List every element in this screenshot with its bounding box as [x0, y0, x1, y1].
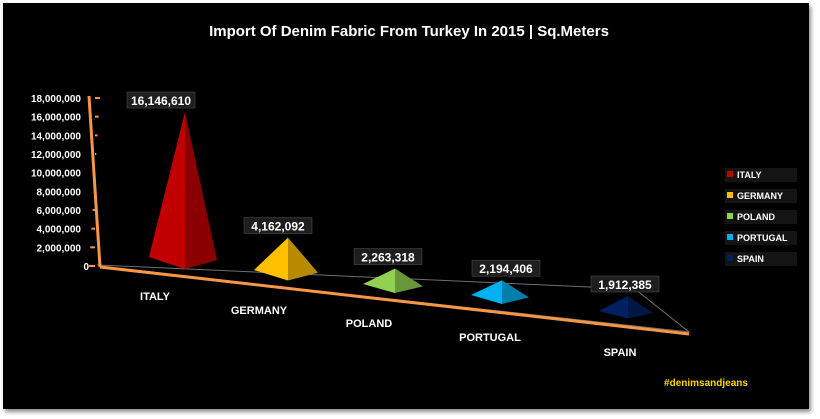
legend-entry-italy: ITALY	[725, 168, 797, 182]
legend-label: SPAIN	[737, 254, 764, 264]
legend-entry-poland: POLAND	[725, 210, 797, 224]
pyramid-italy	[149, 112, 217, 269]
legend-entry-portugal: PORTUGAL	[725, 231, 797, 245]
y-tick-label: 0	[83, 262, 89, 273]
pyramid-spain	[599, 296, 653, 319]
data-label-box	[126, 91, 196, 109]
x-category-label: SPAIN	[604, 347, 637, 359]
y-tick-label: 16,000,000	[31, 113, 81, 124]
chart-title: Import Of Denim Fabric From Turkey In 20…	[209, 23, 609, 40]
data-label-spain: 1,912,385	[590, 275, 660, 293]
legend-entry-bg	[725, 252, 797, 266]
y-tick-label: 6,000,000	[37, 206, 82, 217]
pyramid-face-right	[185, 112, 217, 269]
x-axis-line	[99, 265, 690, 336]
y-tick-label: 10,000,000	[31, 169, 81, 180]
y-axis-ticks: 02,000,000 4,000,000 6,000,000 8,000,000 10,…	[31, 94, 100, 273]
pyramid-face-right	[288, 237, 318, 281]
data-label-box	[590, 275, 660, 293]
legend-entry-bg	[725, 210, 797, 224]
watermark-hashtag: #denimsandjeans	[664, 378, 748, 389]
data-label-box	[243, 217, 313, 234]
data-label-italy: 16,146,610	[126, 91, 196, 109]
pyramid-portugal	[471, 280, 529, 304]
pyramid-face-left	[471, 280, 502, 304]
chart-frame: Import Of Denim Fabric From Turkey In 20…	[3, 3, 809, 409]
y-tick-label: 14,000,000	[31, 131, 81, 142]
pyramid-face-left	[149, 112, 185, 269]
data-label-germany: 4,162,092	[243, 217, 313, 234]
legend-label: PORTUGAL	[737, 233, 788, 243]
legend-swatch	[727, 192, 733, 198]
chart-axes	[87, 95, 691, 336]
y-tick-label: 18,000,000	[31, 94, 81, 105]
y-tick-label: 4,000,000	[37, 225, 82, 236]
legend-entry-germany: GERMANY	[725, 189, 797, 203]
y-axis-line	[87, 95, 102, 268]
legend-label: POLAND	[737, 212, 776, 222]
chart-bars	[149, 112, 653, 319]
legend-entry-bg	[725, 168, 797, 182]
y-tick-label: 2,000,000	[37, 243, 82, 254]
data-label-poland: 2,263,318	[353, 248, 423, 265]
data-label-text: 2,194,406	[479, 262, 533, 276]
data-label-portugal: 2,194,406	[471, 259, 541, 277]
pyramid-face-right	[502, 280, 529, 304]
pyramid-germany	[254, 237, 318, 281]
legend-swatch	[727, 213, 733, 219]
legend-entry-bg	[725, 231, 797, 245]
legend-entry-bg	[725, 189, 797, 203]
chart-legend: ITALY GERMANY POLAND PORTUGAL SPAIN	[725, 168, 797, 266]
legend-swatch	[727, 234, 733, 240]
x-axis-categories: ITALY GERMANY POLAND PORTUGAL SPAIN	[140, 291, 636, 359]
x-category-label: PORTUGAL	[459, 332, 521, 344]
pyramid-face-right	[628, 296, 653, 319]
x-category-label: GERMANY	[231, 305, 288, 317]
legend-swatch	[727, 255, 733, 261]
chart-canvas: Import Of Denim Fabric From Turkey In 20…	[31, 23, 797, 389]
data-label-box	[471, 259, 541, 277]
y-tick-label: 12,000,000	[31, 150, 81, 161]
legend-label: GERMANY	[737, 191, 783, 201]
pyramid-face-left	[363, 268, 395, 293]
x-category-label: POLAND	[346, 318, 393, 330]
pyramid-face-left	[599, 296, 628, 319]
data-label-text: 1,912,385	[598, 278, 652, 292]
data-label-text: 4,162,092	[251, 220, 305, 234]
pyramid-face-left	[254, 237, 288, 281]
legend-entry-spain: SPAIN	[725, 252, 797, 266]
data-label-text: 2,263,318	[361, 251, 415, 265]
pyramid-face-right	[395, 268, 423, 293]
pyramid-poland	[363, 268, 423, 293]
data-label-text: 16,146,610	[131, 94, 191, 108]
y-tick-label: 8,000,000	[37, 187, 82, 198]
legend-label: ITALY	[737, 170, 762, 180]
data-label-box	[353, 248, 423, 265]
x-category-label: ITALY	[140, 291, 171, 303]
data-labels: 16,146,610 4,162,092 2,263,318 2,194,406 1,9…	[126, 91, 660, 293]
legend-swatch	[727, 171, 733, 177]
